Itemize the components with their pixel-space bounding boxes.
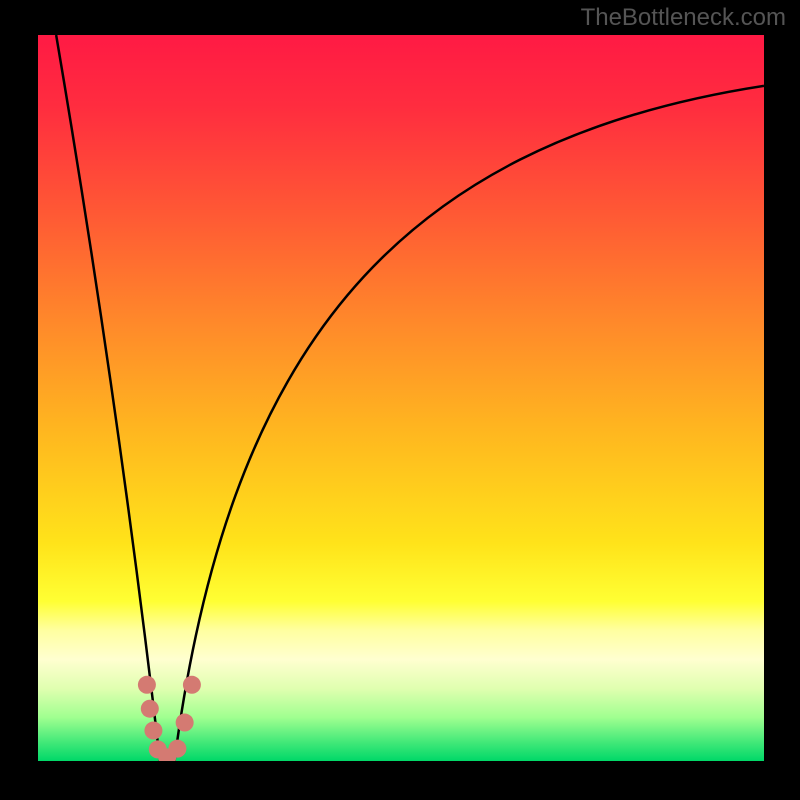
watermark-text: TheBottleneck.com (581, 4, 786, 32)
dip-marker (141, 700, 159, 718)
dip-marker (176, 714, 194, 732)
dip-marker (144, 722, 162, 740)
chart-plot (38, 35, 764, 761)
dip-marker (183, 676, 201, 694)
chart-container: { "watermark": { "text": "TheBottleneck.… (0, 0, 800, 800)
dip-marker (138, 676, 156, 694)
dip-marker (168, 740, 186, 758)
